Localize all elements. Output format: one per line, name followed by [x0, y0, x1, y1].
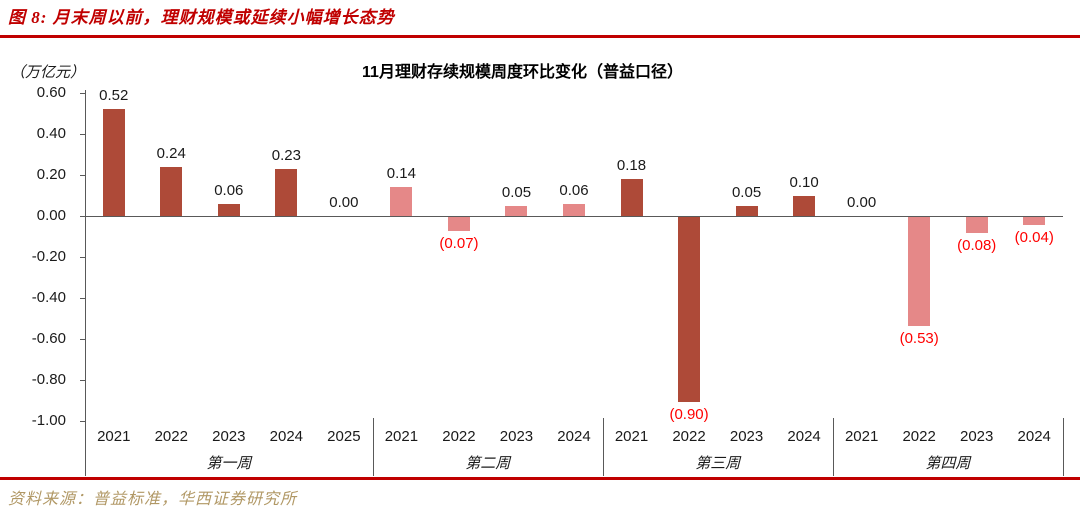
year-tick-label: 2024: [1017, 428, 1051, 445]
bar: [620, 179, 643, 216]
bar: [793, 195, 816, 216]
year-tick-label: 2024: [787, 428, 821, 445]
chart-title: 11月理财存续规模周度环比变化（普益口径）: [362, 64, 683, 81]
bar: [735, 205, 758, 216]
zero-axis-line: [85, 216, 1063, 217]
bar-value-label: 0.23: [271, 146, 301, 164]
y-tick-mark: [80, 339, 86, 340]
bar-value-label: 0.06: [559, 181, 589, 199]
bar-value-label: (0.08): [957, 237, 997, 255]
y-tick-label: -1.00: [31, 412, 66, 429]
year-tick-label: 2023: [499, 428, 534, 445]
year-tick-label: 2022: [154, 428, 188, 445]
bar-value-label: (0.53): [899, 329, 939, 347]
bar: [447, 217, 470, 232]
year-tick-label: 2022: [442, 428, 476, 445]
y-tick-label: -0.60: [31, 330, 66, 347]
y-tick-mark: [80, 421, 86, 422]
bar-value-label: 0.24: [156, 144, 186, 162]
y-tick-mark: [80, 216, 86, 217]
year-tick-label: 2021: [844, 428, 879, 445]
y-tick-label: 0.20: [36, 166, 66, 183]
bottom-divider-line: [0, 477, 1080, 480]
bar-value-label: (0.07): [439, 235, 479, 253]
figure-title: 图 8: 月末周以前，理财规模或延续小幅增长态势: [8, 8, 395, 27]
bar-value-label: 0.00: [847, 194, 877, 211]
group-divider: [603, 418, 604, 476]
year-tick-label: 2023: [960, 428, 994, 445]
y-tick-mark: [80, 380, 86, 381]
y-tick-label: 0.60: [36, 84, 66, 101]
bar: [102, 109, 125, 216]
y-tick-mark: [80, 134, 86, 135]
y-tick-mark: [80, 93, 86, 94]
y-tick-mark: [80, 175, 86, 176]
group-divider: [373, 418, 374, 476]
week-group-label: 第二周: [465, 456, 511, 472]
bar: [217, 203, 240, 216]
bar-value-label: 0.06: [214, 181, 244, 199]
y-tick-mark: [80, 298, 86, 299]
bar-value-label: 0.10: [789, 173, 819, 191]
year-tick-label: 2021: [614, 428, 649, 445]
week-group-label: 第三周: [695, 456, 741, 472]
week-group-label: 第四周: [925, 456, 971, 472]
bar: [390, 187, 413, 216]
bar: [678, 217, 701, 402]
group-divider: [833, 418, 834, 476]
year-tick-label: 2023: [212, 428, 246, 445]
bar-value-label: 0.14: [386, 165, 416, 183]
y-tick-label: 0.40: [36, 125, 66, 142]
y-axis-unit-label: （万亿元）: [10, 65, 86, 81]
top-divider-line: [0, 35, 1080, 38]
y-tick-mark: [80, 257, 86, 258]
y-tick-label: -0.40: [31, 289, 66, 306]
year-tick-label: 2024: [269, 428, 304, 445]
bar: [275, 168, 298, 216]
year-tick-label: 2021: [97, 428, 131, 445]
year-tick-label: 2025: [327, 428, 361, 445]
year-tick-label: 2024: [557, 428, 591, 445]
y-tick-label: 0.00: [36, 207, 66, 224]
bar: [1023, 217, 1046, 226]
bar: [908, 217, 931, 326]
source-note: 资料来源：普益标准，华西证券研究所: [8, 491, 298, 508]
bar-value-label: 0.05: [501, 183, 532, 201]
bar-value-label: 0.18: [616, 157, 647, 175]
year-tick-label: 2022: [672, 428, 706, 445]
bar-value-label: (0.90): [669, 405, 709, 423]
bar-value-label: 0.00: [329, 194, 359, 211]
bar-value-label: (0.04): [1014, 229, 1054, 247]
bar: [563, 203, 585, 216]
bar-value-label: 0.05: [731, 183, 762, 201]
group-divider: [1063, 418, 1064, 476]
year-tick-label: 2023: [729, 428, 764, 445]
y-tick-label: -0.20: [31, 248, 66, 265]
year-tick-label: 2021: [384, 428, 419, 445]
bar: [965, 217, 988, 234]
bar: [160, 166, 183, 216]
bar-value-label: 0.52: [99, 87, 129, 105]
y-axis-line: [85, 90, 86, 476]
year-tick-label: 2022: [902, 428, 936, 445]
week-group-label: 第一周: [206, 456, 252, 472]
bar: [505, 205, 528, 216]
y-tick-label: -0.80: [31, 371, 66, 388]
